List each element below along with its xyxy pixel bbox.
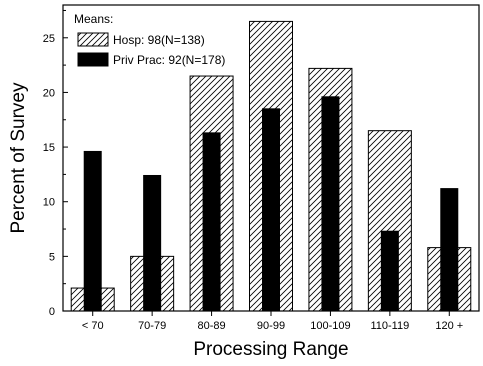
y-tick-label: 5 bbox=[49, 251, 55, 263]
y-tick-label: 10 bbox=[43, 197, 55, 209]
legend-title: Means: bbox=[74, 12, 113, 26]
legend-label-priv-prac: Priv Prac: 92(N=178) bbox=[113, 53, 225, 67]
legend: Means: Hosp: 98(N=138) Priv Prac: 92(N=1… bbox=[74, 12, 225, 67]
x-tick-label: 70-79 bbox=[138, 320, 166, 332]
legend-label-hosp: Hosp: 98(N=138) bbox=[113, 33, 205, 47]
bars-layer bbox=[70, 20, 472, 312]
ticks-layer: < 70 70-79 80-89 90-99 100-109 110-119 120 + 0 5… bbox=[43, 9, 463, 332]
y-tick-label: 0 bbox=[49, 306, 55, 318]
legend-swatch-hosp bbox=[77, 32, 109, 47]
x-axis-title: Processing Range bbox=[193, 339, 348, 360]
legend-swatch-priv-prac bbox=[77, 52, 109, 67]
x-tick-label: 100-109 bbox=[310, 320, 350, 332]
x-tick-label: 90-99 bbox=[257, 320, 285, 332]
bar-priv-prac-0 bbox=[83, 150, 102, 312]
bar-priv-prac-1 bbox=[143, 174, 162, 312]
y-tick-label: 20 bbox=[43, 87, 55, 99]
bar-priv-prac-6 bbox=[440, 188, 459, 312]
x-tick-label: 120 + bbox=[435, 320, 463, 332]
bar-priv-prac-3 bbox=[262, 108, 280, 312]
x-tick-label: < 70 bbox=[82, 320, 104, 332]
y-axis-title: Percent of Survey bbox=[8, 82, 29, 234]
bar-priv-prac-2 bbox=[202, 132, 221, 312]
x-tick-label: 110-119 bbox=[370, 320, 409, 332]
x-tick-label: 80-89 bbox=[198, 320, 226, 332]
y-tick-label: 25 bbox=[43, 33, 55, 45]
y-tick-label: 15 bbox=[43, 142, 55, 154]
bar-priv-prac-4 bbox=[321, 96, 340, 312]
bar-priv-prac-5 bbox=[380, 230, 399, 312]
